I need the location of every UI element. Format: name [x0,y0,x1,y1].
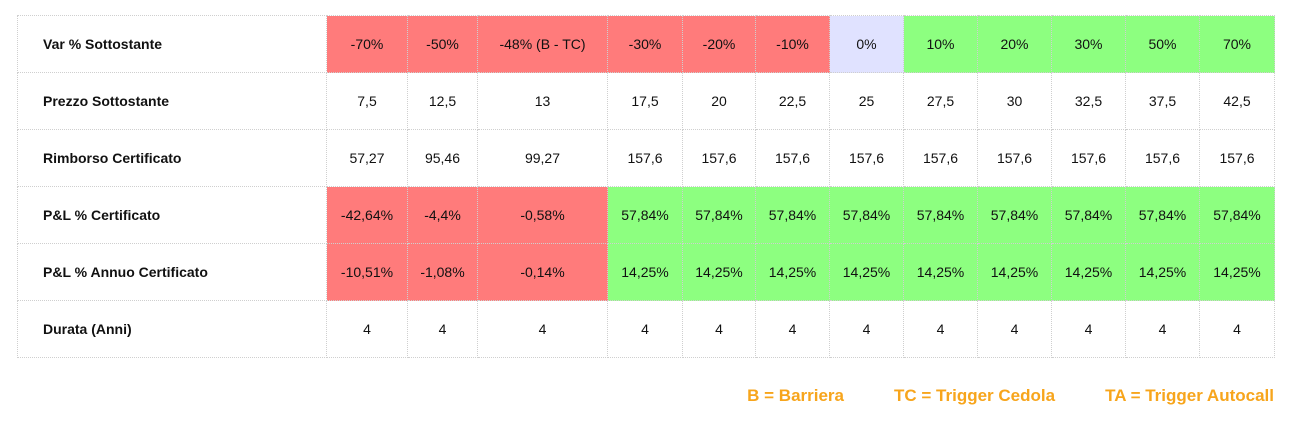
table-cell: 4 [829,300,904,358]
table-cell: 157,6 [903,129,978,187]
table-cell: 4 [407,300,478,358]
table-cell: 20 [682,72,756,130]
table-cell: -4,4% [407,186,478,244]
legend-trigger-autocall: TA = Trigger Autocall [1105,386,1274,405]
table-cell: 157,6 [1199,129,1275,187]
table-cell: 57,84% [682,186,756,244]
table-cell: 32,5 [1051,72,1126,130]
table-cell: -10% [755,15,830,73]
table-cell: 157,6 [1051,129,1126,187]
table-cell: -0,14% [477,243,608,301]
table-cell: 22,5 [755,72,830,130]
table-cell: -30% [607,15,683,73]
row-label: Rimborso Certificato [17,129,327,187]
table-cell: 95,46 [407,129,478,187]
table-cell: 99,27 [477,129,608,187]
table-cell: 4 [682,300,756,358]
row-prezzo-sottostante: Prezzo Sottostante 7,5 12,5 13 17,5 20 22,5 25 2… [17,72,1275,130]
table-cell: 20% [977,15,1052,73]
table-cell: -50% [407,15,478,73]
table-cell: 57,84% [755,186,830,244]
row-pl-annuo-certificato: P&L % Annuo Certificato -10,51% -1,08% -0,1… [17,243,1275,301]
table-cell: 4 [755,300,830,358]
table-cell: 57,84% [903,186,978,244]
table-cell: -1,08% [407,243,478,301]
table-cell: -48% (B - TC) [477,15,608,73]
table-cell: 0% [829,15,904,73]
scenario-table: Var % Sottostante -70% -50% -48% (B - TC) -3… [17,15,1275,358]
table-cell: 14,25% [607,243,683,301]
table-cell: -0,58% [477,186,608,244]
table-cell: 57,84% [1199,186,1275,244]
row-var-sottostante: Var % Sottostante -70% -50% -48% (B - TC) -3… [17,15,1275,73]
table-cell: 30% [1051,15,1126,73]
row-rimborso-certificato: Rimborso Certificato 57,27 95,46 99,27 157,6… [17,129,1275,187]
table-cell: 14,25% [1051,243,1126,301]
table-cell: 4 [1051,300,1126,358]
row-label: Var % Sottostante [17,15,327,73]
table-cell: 157,6 [829,129,904,187]
table-cell: 37,5 [1125,72,1200,130]
row-label: Durata (Anni) [17,300,327,358]
table-cell: 14,25% [682,243,756,301]
table-cell: 4 [903,300,978,358]
table-cell: 42,5 [1199,72,1275,130]
table-cell: 4 [1199,300,1275,358]
row-label: P&L % Annuo Certificato [17,243,327,301]
row-label: Prezzo Sottostante [17,72,327,130]
table-cell: 12,5 [407,72,478,130]
table-cell: 57,27 [326,129,408,187]
table-cell: 57,84% [829,186,904,244]
table-cell: -42,64% [326,186,408,244]
table-cell: 4 [607,300,683,358]
table-cell: 57,84% [1051,186,1126,244]
table-cell: 70% [1199,15,1275,73]
table-cell: 14,25% [1199,243,1275,301]
table-cell: 4 [477,300,608,358]
table-cell: 27,5 [903,72,978,130]
table-cell: 13 [477,72,608,130]
table-cell: 50% [1125,15,1200,73]
legend-barrier: B = Barriera [747,386,845,405]
row-pl-certificato: P&L % Certificato -42,64% -4,4% -0,58% 57,84… [17,186,1275,244]
table-body: Var % Sottostante -70% -50% -48% (B - TC) -3… [17,15,1275,358]
legend: B = Barriera TC = Trigger Cedola TA = Tr… [747,386,1274,406]
table-cell: 57,84% [1125,186,1200,244]
table-cell: 14,25% [1125,243,1200,301]
table-cell: 30 [977,72,1052,130]
table-cell: 157,6 [1125,129,1200,187]
table-cell: 157,6 [682,129,756,187]
row-durata-anni: Durata (Anni) 4 4 4 4 4 4 4 4 4 4 4 4 [17,300,1275,358]
table-cell: 7,5 [326,72,408,130]
table-cell: -70% [326,15,408,73]
table-cell: 14,25% [903,243,978,301]
table-cell: 57,84% [977,186,1052,244]
table-cell: 14,25% [977,243,1052,301]
table-cell: 14,25% [829,243,904,301]
table-cell: 4 [1125,300,1200,358]
table-cell: -10,51% [326,243,408,301]
table-cell: -20% [682,15,756,73]
table-cell: 17,5 [607,72,683,130]
row-label: P&L % Certificato [17,186,327,244]
table-cell: 157,6 [977,129,1052,187]
table-cell: 4 [326,300,408,358]
table-cell: 157,6 [607,129,683,187]
table-cell: 10% [903,15,978,73]
table-cell: 14,25% [755,243,830,301]
legend-trigger-cedola: TC = Trigger Cedola [894,386,1056,405]
table-cell: 57,84% [607,186,683,244]
table-cell: 4 [977,300,1052,358]
table-cell: 157,6 [755,129,830,187]
table-cell: 25 [829,72,904,130]
